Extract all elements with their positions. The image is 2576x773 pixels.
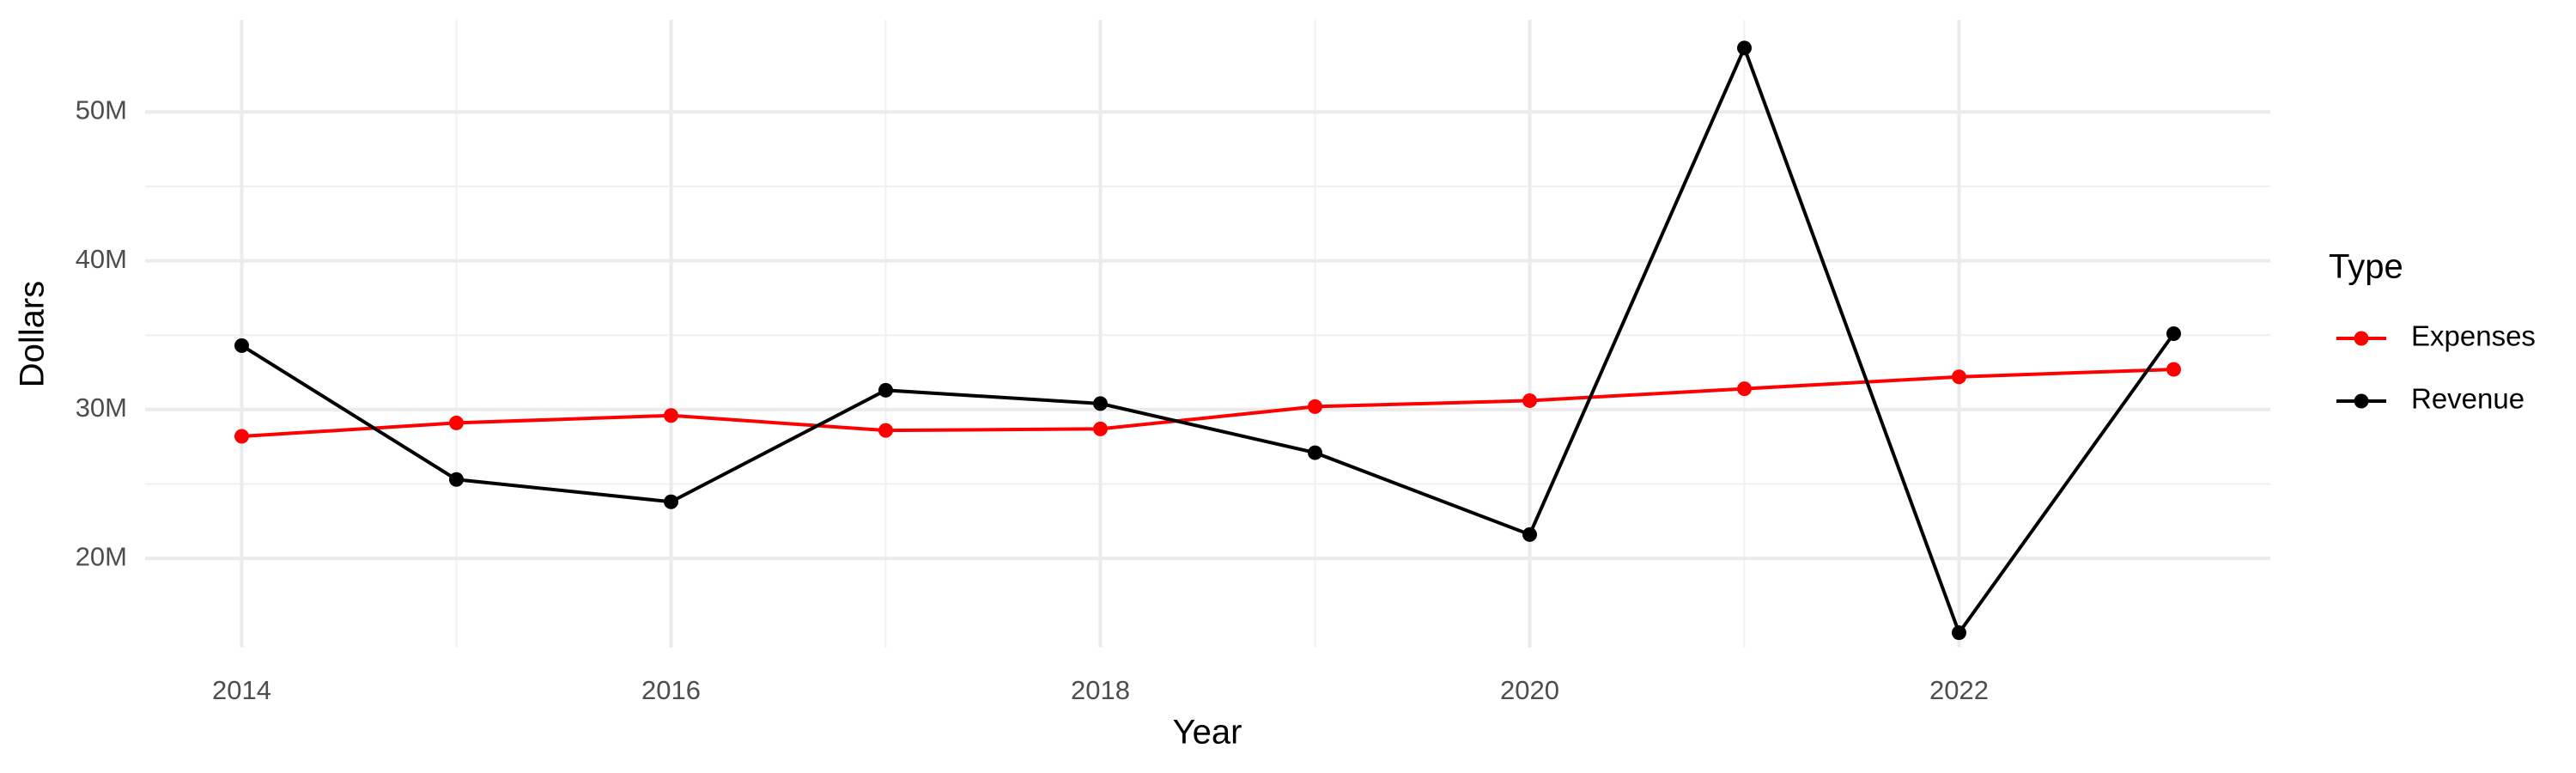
point xyxy=(1093,396,1108,411)
y-axis-title: Dollars xyxy=(14,281,52,387)
x-axis-title: Year xyxy=(1173,714,1242,752)
x-tick-label: 2018 xyxy=(1071,675,1130,705)
point xyxy=(1308,399,1322,414)
legend-title: Type xyxy=(2329,248,2403,286)
point xyxy=(234,338,249,353)
point xyxy=(234,429,249,444)
point xyxy=(1952,369,1966,385)
point xyxy=(878,382,893,398)
legend-label: Revenue xyxy=(2411,383,2524,415)
point xyxy=(1093,421,1108,436)
y-tick-label: 30M xyxy=(76,393,127,423)
point xyxy=(1737,40,1752,56)
point xyxy=(449,472,464,487)
y-tick-label: 50M xyxy=(76,95,127,125)
legend-key-point xyxy=(2354,393,2369,409)
x-tick-label: 2022 xyxy=(1929,675,1989,705)
point xyxy=(1522,526,1537,542)
y-tick-label: 40M xyxy=(76,244,127,274)
line xyxy=(240,43,2176,636)
point xyxy=(1308,445,1322,460)
x-tick-label: 2020 xyxy=(1500,675,1559,705)
point xyxy=(1737,381,1752,397)
line xyxy=(241,368,2174,439)
x-tick-label: 2014 xyxy=(212,675,271,705)
y-tick-label: 20M xyxy=(76,541,127,571)
point xyxy=(2166,362,2181,377)
point xyxy=(664,408,678,423)
legend-label: Expenses xyxy=(2411,320,2536,352)
point xyxy=(664,494,678,509)
point xyxy=(449,415,464,430)
point xyxy=(1522,393,1537,408)
point xyxy=(878,423,893,438)
point xyxy=(2166,326,2181,341)
point xyxy=(1952,625,1966,641)
legend-key-point xyxy=(2354,331,2369,346)
x-tick-label: 2016 xyxy=(641,675,701,705)
